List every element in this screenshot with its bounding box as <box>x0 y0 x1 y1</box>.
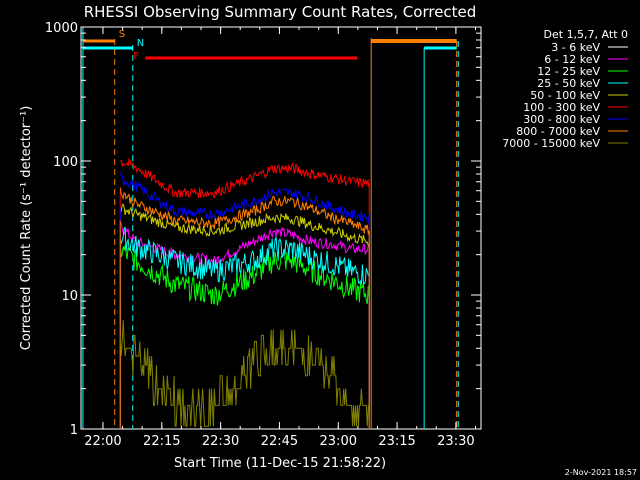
x-tick-label: 22:30 <box>202 434 239 449</box>
legend-title: Det 1,5,7, Att 0 <box>544 28 628 41</box>
x-tick-label: 23:30 <box>437 434 474 449</box>
flag-label-s: S <box>119 29 125 40</box>
y-tick-label: 1000 <box>45 21 78 36</box>
x-tick-label: 22:45 <box>261 434 298 449</box>
y-tick-label: 100 <box>53 155 78 170</box>
x-tick-label: 22:15 <box>143 434 180 449</box>
legend-label: 12 - 25 keV <box>537 65 600 78</box>
x-axis-label: Start Time (11-Dec-15 21:58:22) <box>174 456 386 471</box>
plot-frame <box>80 26 482 430</box>
series-line-6 <box>119 172 370 224</box>
series-line-5 <box>120 158 370 199</box>
legend-label: 300 - 800 keV <box>523 113 600 126</box>
series-line-1 <box>119 220 370 266</box>
legend-label: 25 - 50 keV <box>537 77 600 90</box>
y-tick-label: 1 <box>70 423 78 438</box>
chart-title: RHESSI Observing Summary Count Rates, Co… <box>84 3 477 21</box>
timestamp: 2-Nov-2021 18:57 <box>565 468 637 477</box>
series-line-8 <box>119 320 370 427</box>
legend-label: 50 - 100 keV <box>530 89 600 102</box>
y-tick-label: 10 <box>61 289 78 304</box>
flag-label-n: N <box>137 38 144 49</box>
x-tick-label: 23:15 <box>378 434 415 449</box>
x-tick-label: 22:00 <box>84 434 121 449</box>
legend-label: 3 - 6 keV <box>551 41 600 54</box>
legend-label: 800 - 7000 keV <box>516 125 600 138</box>
series-line-4 <box>120 203 370 247</box>
series-line-7 <box>119 187 370 235</box>
x-tick-label: 23:00 <box>320 434 357 449</box>
series-line-3 <box>119 226 370 285</box>
flag-label-f: F <box>133 51 139 62</box>
y-axis-label: Corrected Count Rate (s⁻¹ detector⁻¹) <box>19 106 34 351</box>
legend-label: 7000 - 15000 keV <box>502 137 600 150</box>
legend-label: 6 - 12 keV <box>544 53 600 66</box>
legend-label: 100 - 300 keV <box>523 101 600 114</box>
series-line-2 <box>119 242 370 306</box>
